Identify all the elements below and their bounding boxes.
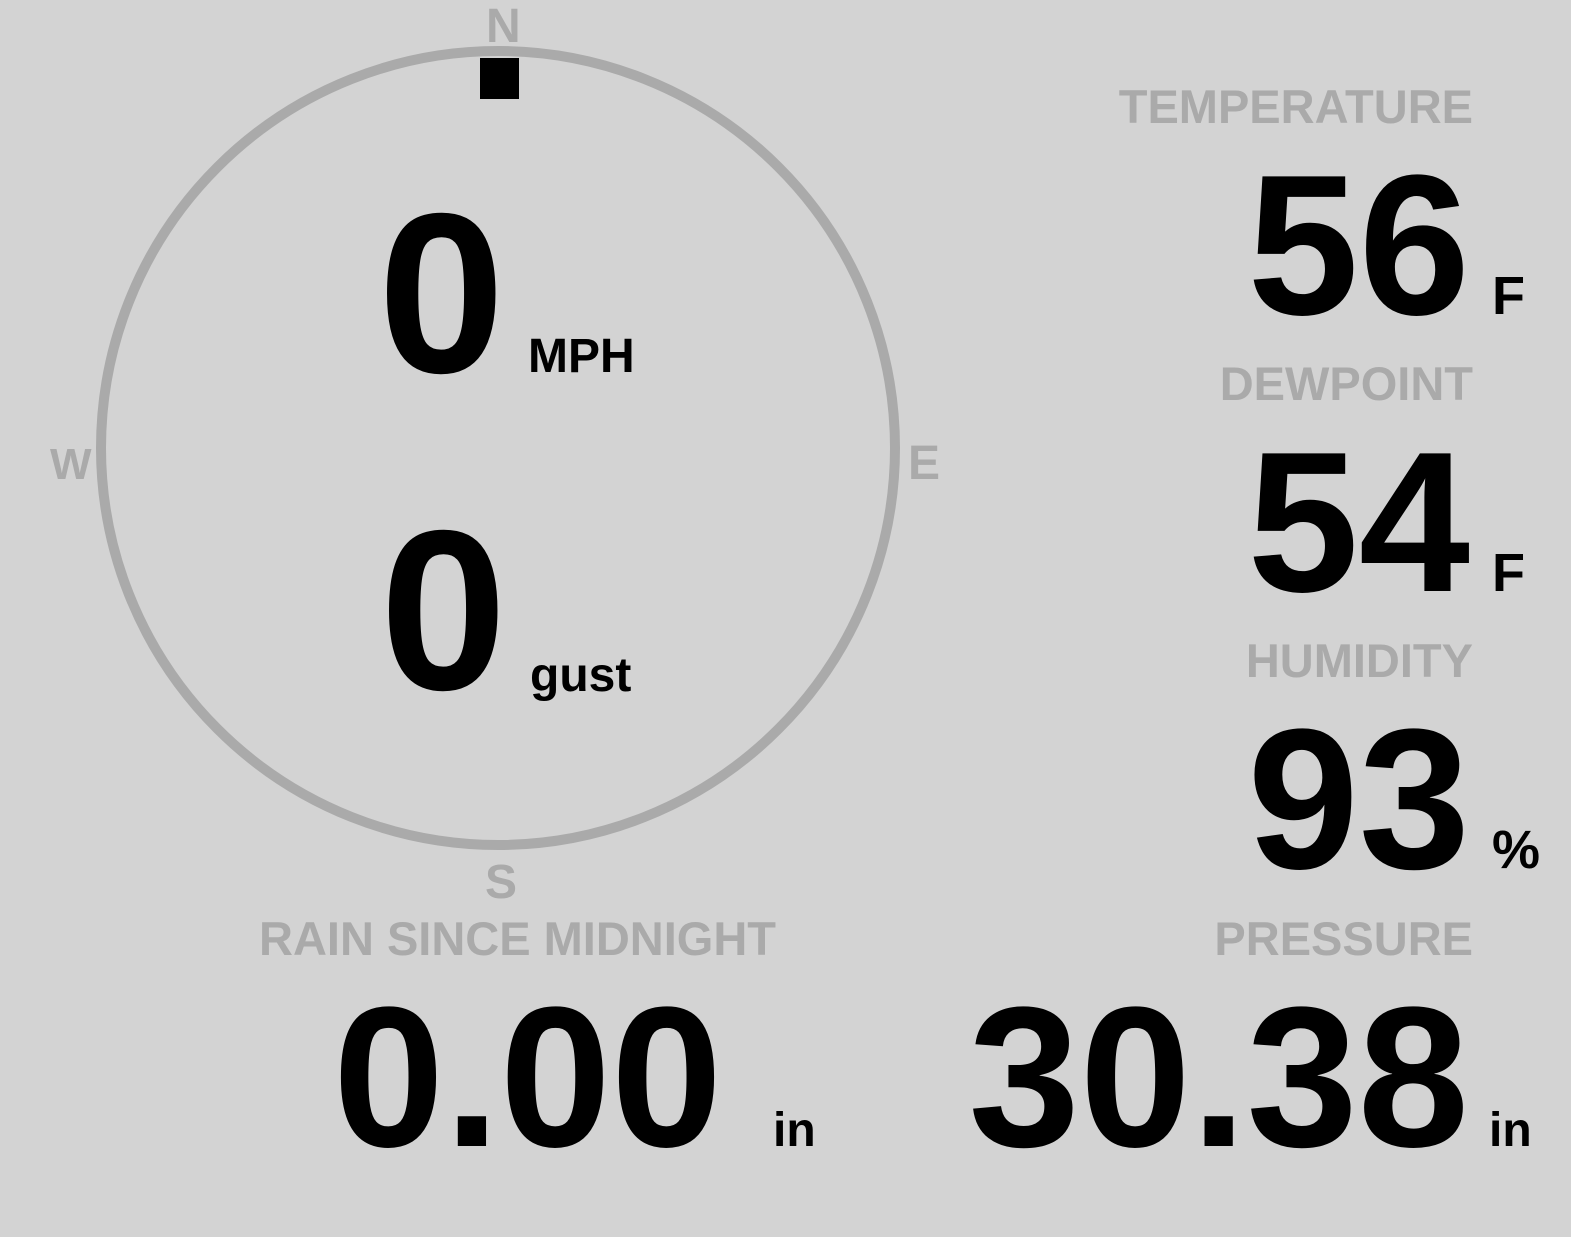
pressure-unit: in xyxy=(1489,1104,1532,1157)
humidity-unit: % xyxy=(1492,820,1541,880)
rain-unit: in xyxy=(773,1104,816,1157)
pressure-label: PRESSURE xyxy=(1214,912,1473,965)
temperature-unit: F xyxy=(1492,266,1525,326)
temperature-value: 56 xyxy=(1247,134,1470,357)
rain-label: RAIN SINCE MIDNIGHT xyxy=(259,912,776,965)
dewpoint-unit: F xyxy=(1492,543,1525,603)
humidity-label: HUMIDITY xyxy=(1245,634,1473,687)
dewpoint-value: 54 xyxy=(1247,411,1470,634)
temperature-label: TEMPERATURE xyxy=(1118,80,1473,133)
compass-east-label: E xyxy=(908,437,941,490)
pressure-value: 30.38 xyxy=(968,966,1470,1189)
wind-gust-unit: gust xyxy=(530,649,632,702)
humidity-value: 93 xyxy=(1247,688,1470,911)
wind-speed-unit: MPH xyxy=(528,330,635,383)
dewpoint-label: DEWPOINT xyxy=(1219,357,1473,410)
rain-value: 0.00 xyxy=(333,966,723,1189)
compass-south-label: S xyxy=(485,856,518,909)
compass-ring xyxy=(96,46,900,850)
wind-gust-value: 0 xyxy=(380,484,507,738)
wind-direction-marker xyxy=(480,58,519,99)
compass-north-label: N xyxy=(486,0,521,53)
wind-speed-value: 0 xyxy=(378,167,505,421)
compass-west-label: W xyxy=(50,440,92,489)
